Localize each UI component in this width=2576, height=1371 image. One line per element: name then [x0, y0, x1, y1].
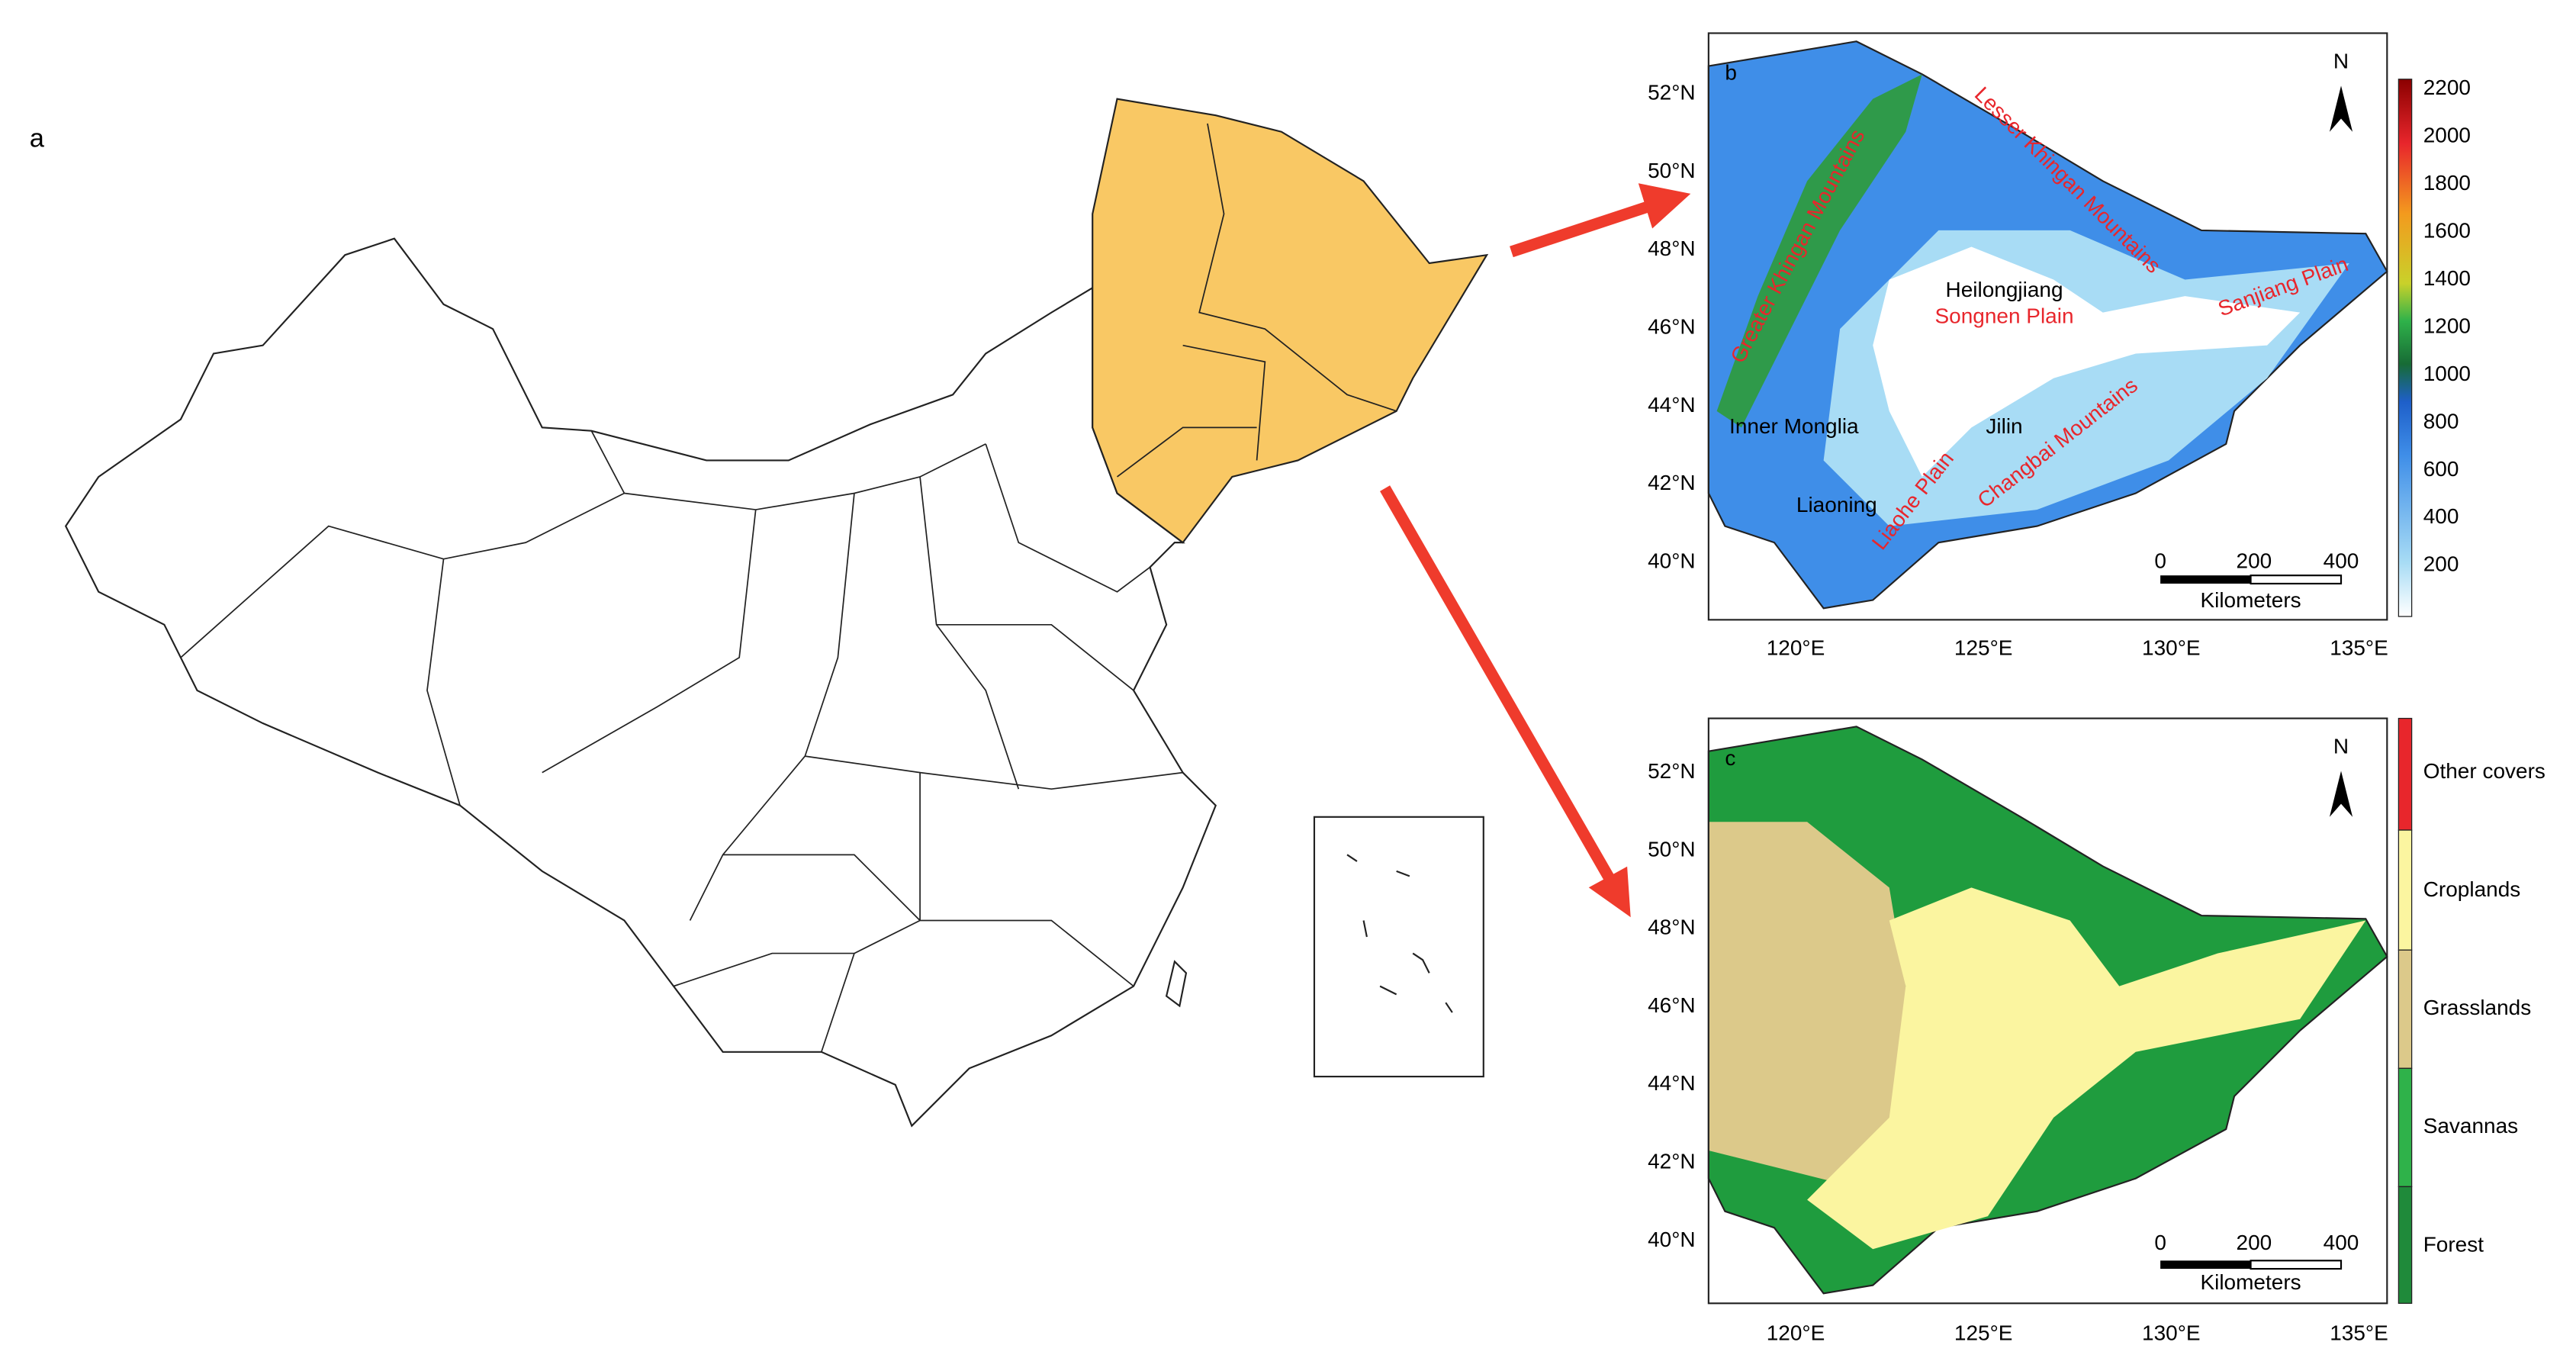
- colorbar-label: 1800: [2423, 171, 2471, 195]
- colorbar-label: 2000: [2423, 124, 2471, 147]
- colorbar-label: 1600: [2423, 218, 2471, 242]
- lon-label: 135°E: [2330, 636, 2388, 660]
- scale-label: 0: [2154, 549, 2166, 572]
- lat-label: 50°N: [1648, 837, 1696, 861]
- lat-label: 46°N: [1648, 314, 1696, 338]
- lat-label: 52°N: [1648, 759, 1696, 783]
- scale-unit: Kilometers: [2200, 588, 2301, 612]
- lon-label: 125°E: [1954, 636, 2013, 660]
- lat-label: 50°N: [1648, 159, 1696, 182]
- lat-label: 46°N: [1648, 993, 1696, 1017]
- panel-b: b N 0 200 400 Kilometers Heilongjiang Ji…: [1707, 32, 2388, 621]
- place-label: Inner Monglia: [1729, 414, 1859, 438]
- scale-label: 200: [2237, 1231, 2272, 1254]
- scale-bar: [2160, 575, 2251, 584]
- legend-label: Croplands: [2423, 877, 2521, 901]
- grassland-region: [1708, 822, 1939, 1184]
- lat-label: 52°N: [1648, 81, 1696, 105]
- place-label: Liaoning: [1796, 493, 1877, 517]
- northeast-region: [1092, 98, 1489, 544]
- panel-label: b: [1725, 61, 1737, 85]
- mountain-band: [1716, 74, 1922, 428]
- lon-label: 135°E: [2330, 1321, 2388, 1345]
- lon-label: 130°E: [2142, 636, 2201, 660]
- colorbar-label: 2200: [2423, 76, 2471, 99]
- frame: [1707, 32, 2388, 621]
- legend-label: Forest: [2423, 1232, 2484, 1256]
- place-label: Heilongjiang: [1945, 278, 2063, 301]
- north-arrow-icon: [2329, 771, 2353, 817]
- legend-label: Grasslands: [2423, 996, 2532, 1019]
- colorbar-label: 1400: [2423, 266, 2471, 290]
- legend-label: Other covers: [2423, 759, 2545, 783]
- inset-box: [1313, 816, 1484, 1078]
- colorbar-label: 1200: [2423, 314, 2471, 337]
- cropland-region: [1807, 887, 2366, 1250]
- panel-label: a: [30, 124, 45, 153]
- panel-label: c: [1725, 746, 1735, 770]
- place-label: Songnen Plain: [1934, 304, 2073, 327]
- lat-label: 48°N: [1648, 916, 1696, 939]
- lon-label: 125°E: [1954, 1321, 2013, 1345]
- lon-label: 120°E: [1767, 636, 1825, 660]
- panel-c: c N 0 200 400 Kilometers: [1707, 717, 2388, 1305]
- lat-label: 44°N: [1648, 393, 1696, 417]
- scale-label: 200: [2237, 549, 2272, 572]
- colorbar-label: 400: [2423, 504, 2459, 528]
- scale-label: 400: [2324, 1231, 2359, 1254]
- lat-label: 42°N: [1648, 1150, 1696, 1173]
- north-arrow: N: [2333, 735, 2349, 758]
- frame: [1707, 717, 2388, 1305]
- lat-label: 40°N: [1648, 549, 1696, 572]
- taiwan: [1165, 960, 1188, 1008]
- lat-label: 40°N: [1648, 1228, 1696, 1251]
- china-outline: [64, 237, 1217, 1128]
- legend-label: Savannas: [2423, 1114, 2518, 1138]
- province-borders: [180, 123, 1397, 1053]
- scale-bar: [2250, 1260, 2343, 1270]
- colorbar-label: 600: [2423, 457, 2459, 481]
- inset-islands: [1346, 854, 1453, 1013]
- colorbar-label: 200: [2423, 552, 2459, 576]
- lon-label: 130°E: [2142, 1321, 2201, 1345]
- lat-label: 42°N: [1648, 471, 1696, 494]
- scale-label: 400: [2324, 549, 2359, 572]
- north-arrow: N: [2333, 50, 2349, 73]
- colorbar-label: 1000: [2423, 362, 2471, 385]
- scale-unit: Kilometers: [2200, 1270, 2301, 1294]
- lon-label: 120°E: [1767, 1321, 1825, 1345]
- north-arrow-icon: [2329, 85, 2353, 132]
- scale-label: 0: [2154, 1231, 2166, 1254]
- arrow: [1380, 183, 1691, 918]
- colorbar: [2398, 79, 2413, 617]
- legend-bar: [2398, 717, 2413, 1304]
- lat-label: 48°N: [1648, 237, 1696, 260]
- scale-bar: [2250, 574, 2343, 585]
- scale-bar: [2160, 1260, 2251, 1270]
- colorbar-label: 800: [2423, 409, 2459, 433]
- place-label: Jilin: [1986, 414, 2022, 438]
- lat-label: 44°N: [1648, 1071, 1696, 1095]
- plain: [1873, 246, 2301, 477]
